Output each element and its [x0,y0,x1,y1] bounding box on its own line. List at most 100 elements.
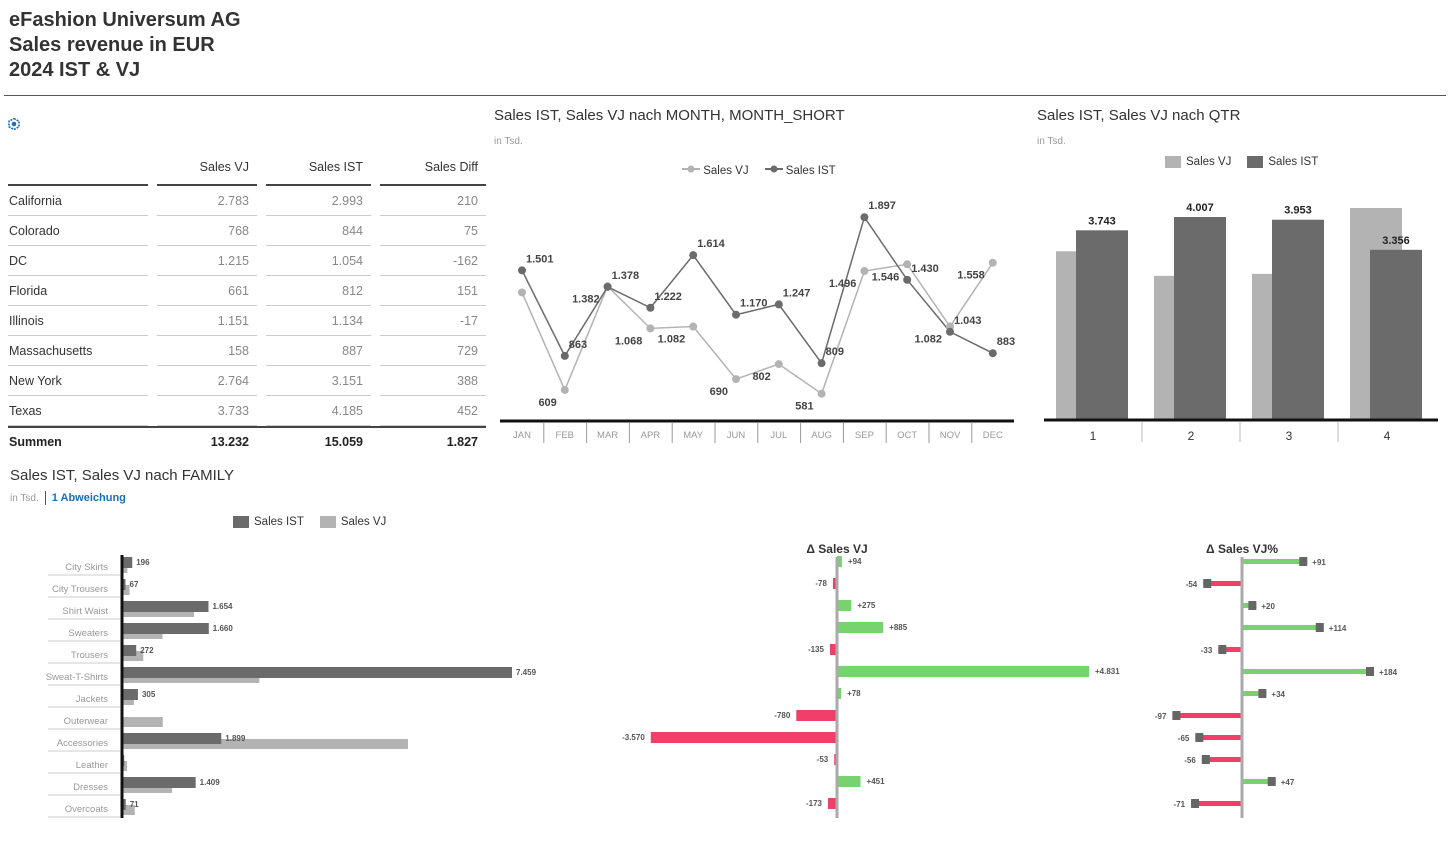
delta-bar-positive[interactable] [837,600,852,611]
data-point[interactable] [732,310,740,319]
pct-bar[interactable] [1203,581,1242,586]
bar-ist[interactable] [122,601,209,612]
x-tick-label: DEC [983,430,1003,441]
data-point[interactable] [603,282,612,291]
data-point[interactable] [732,375,740,384]
quarterly-legend: Sales VJ Sales IST [1165,156,1318,168]
bar-ist[interactable] [1370,249,1422,419]
data-point[interactable] [646,324,655,333]
data-point[interactable] [774,360,783,369]
delta-bar-positive[interactable] [837,776,861,787]
data-point[interactable] [518,266,526,275]
delta-bar-positive[interactable] [837,622,884,633]
pct-bar[interactable] [1242,625,1324,630]
monthly-line-chart: 609 1.382 1.068 1.082 690 802 581 1.496 1.546 1.0… [500,200,1015,443]
bar-vj[interactable] [122,761,127,771]
data-label: 1.082 [658,334,686,346]
data-point[interactable] [988,349,997,358]
data-point[interactable] [560,385,569,394]
pct-bar[interactable] [1191,801,1242,806]
bar-ist[interactable] [122,557,133,568]
cell-name: DC [8,246,148,276]
delta-bar-negative[interactable] [796,710,837,721]
bar-vj[interactable] [122,805,135,815]
pct-bar[interactable] [1218,647,1242,652]
legend-item-vj[interactable]: Sales VJ [1165,156,1231,168]
delta-bar-positive[interactable] [837,688,842,699]
cell-ist: 2.993 [266,186,371,216]
cube-icon[interactable] [8,118,20,130]
bar-ist[interactable] [122,799,126,810]
data-label: 1.043 [954,315,982,327]
pct-label: +184 [1379,668,1398,677]
deviation-link[interactable]: 1 Abweichung [51,492,126,504]
bar-vj[interactable] [122,585,130,595]
swatch-ist-icon [233,516,249,528]
data-label: 690 [710,386,728,398]
pct-bar[interactable] [1242,779,1276,784]
bar-ist[interactable] [122,733,222,744]
pct-label: +91 [1312,558,1326,567]
delta-bar-negative[interactable] [829,644,837,655]
data-point[interactable] [860,267,869,276]
cell-diff: 1.827 [380,426,486,456]
cell-ist: 887 [266,336,371,366]
bar-ist[interactable] [122,667,512,678]
data-label: 1.614 [697,238,725,250]
pct-bar[interactable] [1242,691,1267,696]
data-point[interactable] [774,300,783,309]
bar-ist[interactable] [122,645,137,656]
bar-ist[interactable] [1076,230,1128,419]
pct-marker-icon [1191,799,1200,808]
pct-bar[interactable] [1172,713,1242,718]
swatch-ist-icon [1247,156,1264,168]
legend-item-vj[interactable]: Sales VJ [682,164,749,177]
data-point[interactable] [646,303,655,312]
cell-name: New York [8,366,148,396]
delta-bar-positive[interactable] [837,666,1089,677]
bar-vj[interactable] [122,739,408,749]
data-point[interactable] [988,258,997,267]
delta-label: +275 [857,601,876,610]
pct-bar[interactable] [1195,735,1242,740]
bar-vj[interactable] [122,717,163,727]
delta-bar-negative[interactable] [827,798,837,809]
bar-ist[interactable] [122,579,126,590]
data-point[interactable] [903,275,912,284]
data-point[interactable] [518,288,526,297]
bar-ist[interactable] [122,623,209,634]
data-point[interactable] [817,389,826,398]
x-tick-label: JUN [727,430,746,441]
pct-marker-icon [1201,755,1210,764]
pct-bar[interactable] [1201,757,1242,762]
data-point[interactable] [817,359,826,368]
cell-vj: 13.232 [157,426,257,456]
data-point[interactable] [946,327,954,336]
monthly-legend: Sales VJ Sales IST [682,164,836,177]
legend-item-ist[interactable]: Sales IST [764,164,836,177]
pct-marker-icon [1218,645,1227,654]
delta-bar-negative[interactable] [650,732,837,743]
cell-name: Texas [8,396,148,426]
pct-bar[interactable] [1242,669,1374,674]
bar-ist[interactable] [1272,219,1324,419]
category-label: Shirt Waist [62,606,108,617]
delta-bar-negative[interactable] [832,578,837,589]
bar-ist[interactable] [1174,217,1226,419]
category-label: Jackets [76,694,108,705]
data-point[interactable] [860,213,869,222]
x-tick-label: 3 [1286,429,1293,443]
legend-item-ist[interactable]: Sales IST [233,516,304,528]
data-point[interactable] [903,260,912,269]
data-point[interactable] [689,251,698,260]
data-point[interactable] [689,322,698,331]
bar-ist[interactable] [122,777,196,788]
legend-item-vj[interactable]: Sales VJ [319,516,386,528]
delta-bar-positive[interactable] [837,556,842,567]
pct-bar[interactable] [1242,559,1308,564]
bar-ist[interactable] [122,689,138,700]
legend-item-ist[interactable]: Sales IST [1247,156,1318,168]
delta-label: -173 [806,799,823,808]
col-header-vj: Sales VJ [157,152,257,186]
data-point[interactable] [560,351,569,360]
